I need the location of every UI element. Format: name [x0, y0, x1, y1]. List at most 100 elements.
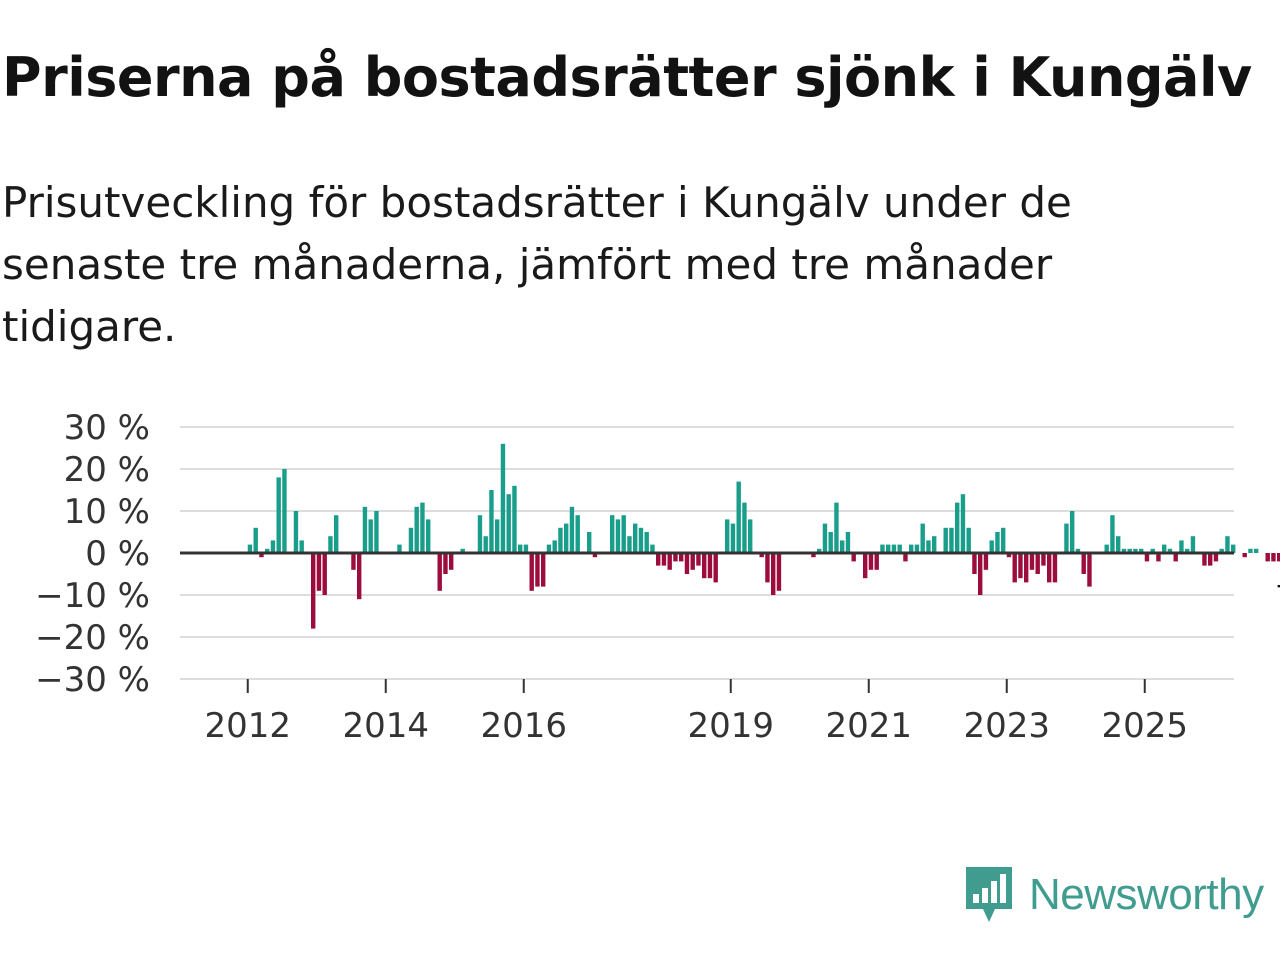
- data-bar: [535, 553, 540, 587]
- data-bar: [811, 553, 816, 558]
- data-bar: [1271, 553, 1276, 562]
- data-bar: [874, 553, 879, 570]
- data-bar: [868, 553, 874, 570]
- data-bar: [615, 519, 621, 553]
- data-bar: [587, 532, 592, 553]
- data-bar: [834, 502, 839, 553]
- data-bar: [822, 523, 828, 553]
- data-bar: [673, 553, 678, 562]
- brand-logo: Newsworthy: [963, 864, 1264, 926]
- data-bar: [644, 532, 649, 553]
- data-bar: [374, 511, 379, 553]
- data-bar: [1064, 523, 1069, 553]
- data-bar: [569, 506, 575, 553]
- data-bar: [1248, 548, 1253, 553]
- data-bar: [276, 477, 281, 553]
- data-bar: [1277, 553, 1280, 562]
- data-bar: [943, 527, 948, 553]
- x-tick-label: 2014: [342, 706, 429, 746]
- data-bar: [736, 481, 741, 553]
- data-bar: [541, 553, 546, 587]
- data-bar: [1001, 527, 1006, 553]
- data-bar: [702, 553, 707, 579]
- data-bar: [282, 469, 287, 553]
- data-bar: [742, 502, 747, 553]
- data-bar: [949, 527, 954, 553]
- y-tick-label: 10 %: [64, 492, 150, 532]
- data-bar: [1173, 553, 1178, 562]
- data-bar: [897, 544, 902, 553]
- data-bar: [328, 536, 333, 553]
- data-bar: [661, 553, 667, 566]
- data-bar: [523, 544, 529, 553]
- data-bar: [368, 519, 373, 553]
- y-tick-label: 30 %: [64, 408, 150, 448]
- data-bar: [1202, 553, 1207, 566]
- data-bar: [845, 532, 851, 553]
- data-bar: [633, 523, 638, 553]
- data-bar: [322, 553, 327, 595]
- data-bar: [650, 544, 655, 553]
- data-bar: [362, 506, 368, 553]
- data-bar: [1156, 553, 1161, 562]
- data-bar: [1110, 515, 1115, 553]
- data-bar: [1127, 548, 1132, 553]
- data-bar: [1185, 548, 1190, 553]
- data-bar: [489, 490, 494, 553]
- data-bar: [1213, 553, 1219, 562]
- data-bar: [1012, 553, 1017, 583]
- data-bar: [960, 494, 966, 553]
- data-bar: [1035, 553, 1040, 574]
- data-bar: [443, 553, 448, 574]
- data-bar: [776, 553, 782, 591]
- data-bar: [1052, 553, 1058, 583]
- data-bar: [1144, 553, 1150, 562]
- data-bar: [817, 548, 822, 553]
- data-bar: [1225, 536, 1230, 553]
- data-bar: [1075, 548, 1081, 553]
- y-tick-label: −20 %: [35, 618, 150, 658]
- y-tick-label: 0 %: [85, 534, 150, 574]
- data-bar: [903, 553, 908, 562]
- data-bar: [1231, 544, 1236, 553]
- data-bar: [311, 553, 316, 629]
- data-bar: [684, 553, 690, 574]
- data-bar: [265, 548, 270, 553]
- data-bar: [983, 553, 989, 570]
- data-bar: [293, 511, 299, 553]
- data-bar: [592, 553, 598, 558]
- data-bar: [748, 519, 753, 553]
- data-bar: [1139, 548, 1144, 553]
- data-bar: [989, 540, 994, 553]
- data-bar: [408, 527, 414, 553]
- data-bar: [1121, 548, 1127, 553]
- data-bar: [1265, 553, 1270, 562]
- data-bar: [546, 544, 552, 553]
- data-bar: [730, 523, 736, 553]
- data-bar: [880, 544, 885, 553]
- data-bar: [1242, 553, 1247, 558]
- data-bar: [771, 553, 776, 595]
- data-bar: [1179, 540, 1184, 553]
- data-bar: [851, 553, 856, 562]
- data-bar: [1047, 553, 1052, 583]
- data-bar: [1006, 553, 1012, 558]
- data-bar: [460, 548, 465, 553]
- data-bar: [1081, 553, 1086, 574]
- data-bar: [420, 502, 425, 553]
- data-bar: [621, 515, 626, 553]
- data-bar: [932, 536, 937, 553]
- x-tick-label: 2025: [1101, 706, 1188, 746]
- last-value-label: −2 %: [1275, 569, 1280, 602]
- y-tick-label: −10 %: [35, 576, 150, 616]
- data-bar: [316, 553, 322, 591]
- x-tick-label: 2023: [963, 706, 1050, 746]
- data-bar: [1104, 544, 1109, 553]
- data-bar: [1018, 553, 1023, 579]
- chart-subtitle: Prisutveckling för bostadsrätter i Kungä…: [2, 178, 1072, 351]
- data-bar: [679, 553, 684, 562]
- data-bar: [667, 553, 672, 570]
- data-bar: [1070, 511, 1075, 553]
- x-tick-label: 2012: [204, 706, 291, 746]
- data-bar: [909, 544, 914, 553]
